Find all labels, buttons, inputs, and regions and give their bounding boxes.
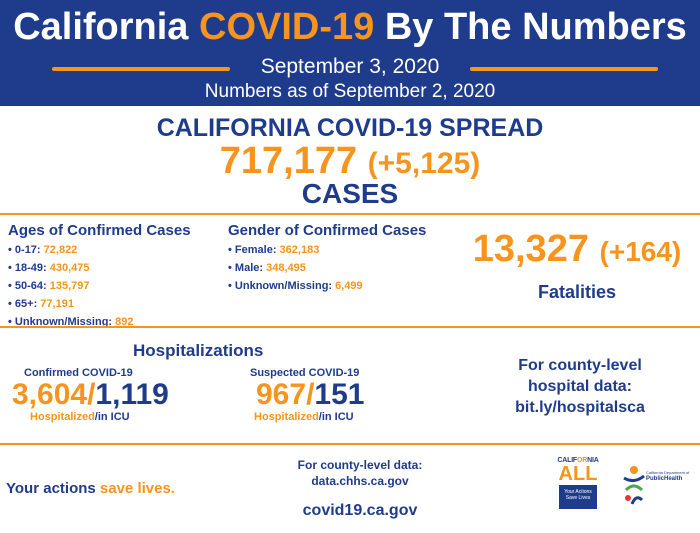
fatalities-delta: (+164) [599,236,682,267]
divider-middle [0,326,700,328]
report-date: September 3, 2020 [260,55,440,78]
divider-bottom [0,443,700,445]
site-link[interactable]: covid19.ca.gov [302,502,418,519]
list-item: • Female: 362,183 [228,244,320,256]
fatalities-label: Fatalities [537,282,617,302]
list-item: • 50-64: 135,797 [8,280,90,292]
list-item: • Unknown/Missing: 892 [8,316,134,328]
suspected-label: Suspected COVID-19 [250,367,360,379]
fatalities-count: 13,327 (+164) [462,228,692,271]
county-data-link[interactable]: data.chhs.ca.gov [311,474,409,488]
public-health-icon [623,466,645,505]
cases-delta: (+5,125) [367,147,481,180]
gender-section: Gender of Confirmed Cases • Female: 362,… [228,222,426,298]
title-suffix: By The Numbers [374,6,687,48]
spread-title: CALIFORNIA COVID-19 SPREAD [156,114,544,142]
list-item: • 18-49: 430,475 [8,262,90,274]
header-banner: California COVID-19 By The Numbers Septe… [0,0,700,106]
county-hospital-info: For county-level hospital data: bit.ly/h… [480,356,680,418]
public-health-logo: California Department of PublicHealth [622,460,694,518]
title-prefix: California [13,6,199,48]
divider-top [0,213,700,215]
page-title: California COVID-19 By The Numbers [0,6,700,49]
list-item: • 65+: 77,191 [8,298,74,310]
header-divider-left [52,67,230,71]
hospital-data-link[interactable]: bit.ly/hospitalsca [515,398,645,416]
confirmed-label: Confirmed COVID-19 [24,367,133,379]
hospitalizations-title: Hospitalizations [133,341,264,360]
total-cases: 717,177 (+5,125) [0,140,700,183]
title-accent: COVID-19 [199,6,375,48]
ages-section: Ages of Confirmed Cases • 0-17: 72,822 •… [8,222,191,334]
footer-links: For county-level data: data.chhs.ca.gov … [260,458,460,520]
data-as-of: Numbers as of September 2, 2020 [204,81,496,102]
county-data-label: For county-level data: [297,458,423,472]
confirmed-hospitalizations: Confirmed COVID-19 3,604/1,119 Hospitali… [12,367,169,423]
gender-list: • Female: 362,183 • Male: 348,495 • Unkn… [228,244,426,292]
cases-label: CASES [301,178,399,209]
ages-list: • 0-17: 72,822 • 18-49: 430,475 • 50-64:… [8,244,191,328]
cases-value: 717,177 [219,140,358,182]
suspected-hospitalizations: Suspected COVID-19 967/151 Hospitalized/… [250,367,364,423]
suspected-numbers: 967/151 [256,378,365,411]
list-item: • Male: 348,495 [228,262,306,274]
confirmed-numbers: 3,604/1,119 [12,378,169,411]
confirmed-sublabel: Hospitalized/in ICU [30,410,130,423]
fatalities-value: 13,327 [472,228,589,270]
ages-title: Ages of Confirmed Cases [8,222,191,239]
california-all-logo: CALIFORNIA ALL Your Actions Save Lives [553,457,603,517]
list-item: • Unknown/Missing: 6,499 [228,280,363,292]
gender-title: Gender of Confirmed Cases [228,222,427,239]
list-item: • 0-17: 72,822 [8,244,78,256]
header-divider-right [470,67,658,71]
suspected-sublabel: Hospitalized/in ICU [254,410,354,423]
save-lives-slogan: Your actions save lives. [6,480,175,497]
